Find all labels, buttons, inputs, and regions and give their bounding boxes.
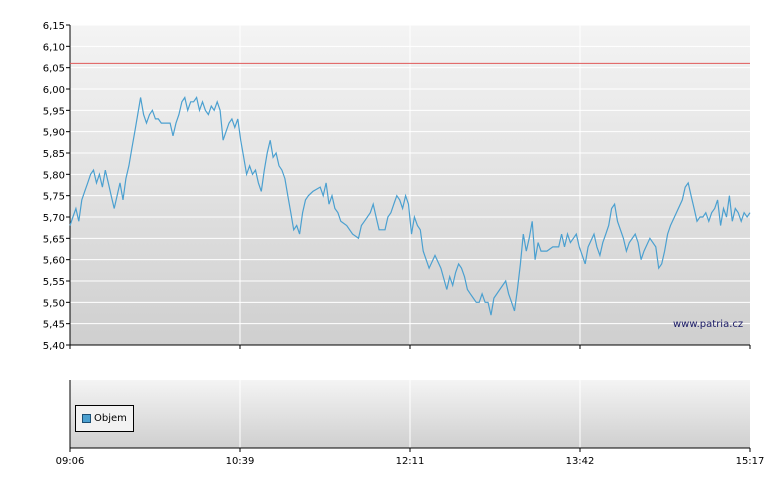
watermark: www.patria.cz <box>673 319 743 330</box>
y-tick-label: 5,90 <box>43 128 65 139</box>
y-tick-label: 5,65 <box>43 234 65 245</box>
y-tick-label: 5,85 <box>43 149 65 160</box>
legend-swatch <box>82 413 91 423</box>
x-tick-label: 15:17 <box>736 456 765 467</box>
y-tick-label: 5,80 <box>43 170 65 181</box>
x-tick-label: 13:42 <box>566 456 595 467</box>
price-line <box>69 96 751 316</box>
x-tick-label: 10:39 <box>226 456 255 467</box>
y-tick-label: 6,10 <box>43 42 65 53</box>
volume-legend: Objem <box>75 405 134 432</box>
x-tick-label: 12:11 <box>396 456 425 467</box>
x-tick-label: 09:06 <box>56 456 85 467</box>
y-tick-label: 5,55 <box>43 277 65 288</box>
y-tick-label: 6,05 <box>43 64 65 75</box>
y-tick-label: 5,45 <box>43 320 65 331</box>
y-tick-label: 6,00 <box>43 85 65 96</box>
y-tick-label: 5,75 <box>43 192 65 203</box>
y-tick-label: 6,15 <box>43 21 65 32</box>
y-tick-label: 5,40 <box>43 341 65 352</box>
y-tick-label: 5,60 <box>43 256 65 267</box>
y-tick-label: 5,50 <box>43 298 65 309</box>
y-tick-label: 5,95 <box>43 106 65 117</box>
y-tick-label: 5,70 <box>43 213 65 224</box>
legend-label: Objem <box>94 413 127 424</box>
